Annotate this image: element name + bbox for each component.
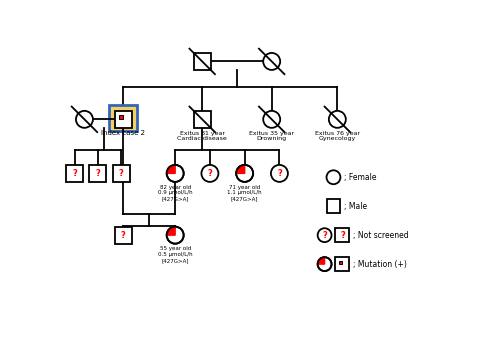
Text: Exitus 76 year
Gynecology: Exitus 76 year Gynecology [315,131,360,141]
Text: ?: ? [277,169,282,178]
Circle shape [166,227,184,244]
Text: ?: ? [72,169,77,178]
Circle shape [76,111,93,128]
Circle shape [318,228,332,242]
Bar [119,115,123,119]
Circle shape [236,165,253,182]
Text: Index case 2: Index case 2 [101,130,145,136]
Text: ; Male: ; Male [344,202,368,211]
Polygon shape [236,165,244,173]
Circle shape [326,170,340,184]
Circle shape [271,165,288,182]
Bar [336,228,349,242]
Text: ?: ? [340,231,344,240]
Bar [109,105,137,131]
Text: 82 year old
0.9 μmol/L/h
[427G>A]: 82 year old 0.9 μmol/L/h [427G>A] [158,185,192,201]
Circle shape [329,111,346,128]
Bar [336,257,349,271]
Polygon shape [166,227,175,235]
Text: 71 year old
1.1 μmol/L/h
[427G>A]: 71 year old 1.1 μmol/L/h [427G>A] [228,185,262,201]
Text: Exitus 35 year
Drowning: Exitus 35 year Drowning [249,131,294,141]
Text: Exitus 81 year
Cardiac disease: Exitus 81 year Cardiac disease [178,131,227,141]
Circle shape [202,165,218,182]
Bar [114,111,132,128]
Text: 55 year old
0.5 μmol/L/h
[427G>A]: 55 year old 0.5 μmol/L/h [427G>A] [158,246,192,263]
Circle shape [263,111,280,128]
Circle shape [318,257,332,271]
Bar [90,165,106,182]
Bar [194,111,210,128]
Circle shape [263,53,280,70]
Bar [339,261,342,264]
Text: ; Mutation (+): ; Mutation (+) [353,260,407,269]
Polygon shape [318,257,324,264]
Text: ; Female: ; Female [344,173,377,182]
Circle shape [166,165,184,182]
Text: ?: ? [118,169,124,178]
Text: ?: ? [120,231,126,240]
Bar [114,227,132,244]
Bar [194,53,210,70]
Bar [112,165,130,182]
Text: ?: ? [96,169,100,178]
Text: ?: ? [322,231,327,240]
Polygon shape [166,165,175,173]
Bar [66,165,84,182]
Bar [326,199,340,213]
Text: ?: ? [208,169,212,178]
Text: ; Not screened: ; Not screened [353,231,409,240]
